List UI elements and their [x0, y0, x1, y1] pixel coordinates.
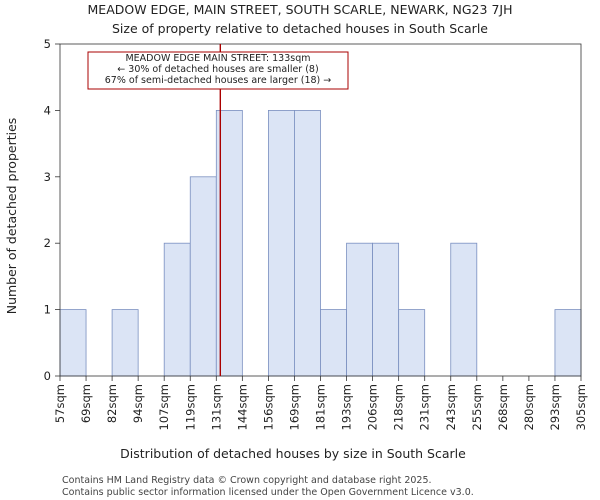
y-tick-label: 1	[44, 303, 51, 317]
bar-107sqm	[163, 242, 191, 377]
x-tick-label: 156sqm	[261, 384, 275, 430]
x-axis-label: Distribution of detached houses by size …	[120, 446, 466, 461]
x-tick-label: 280sqm	[522, 384, 536, 430]
y-tick-label: 2	[44, 236, 51, 250]
x-tick-label: 107sqm	[157, 384, 171, 430]
bar-193sqm	[346, 242, 373, 377]
x-tick-label: 144sqm	[235, 384, 249, 430]
x-tick-label: 131sqm	[209, 384, 223, 430]
x-tick-label: 218sqm	[392, 384, 406, 430]
x-tick-label: 82sqm	[105, 384, 119, 423]
x-tick-label: 57sqm	[53, 384, 67, 423]
plot-frame	[59, 43, 582, 377]
y-tick-label: 0	[44, 369, 51, 383]
bar-218sqm	[398, 309, 426, 377]
chart-title-line2: Size of property relative to detached ho…	[112, 21, 488, 36]
annotation-frame	[87, 51, 349, 90]
bar-243sqm	[450, 242, 478, 377]
x-tick-label: 206sqm	[366, 384, 380, 430]
x-tick-label: 119sqm	[183, 384, 197, 430]
bar-293sqm	[554, 309, 582, 377]
bar-181sqm	[320, 309, 347, 377]
footer-line2: Contains public sector information licen…	[62, 487, 474, 498]
annotation-box: MEADOW EDGE MAIN STREET: 133sqm ← 30% of…	[87, 51, 349, 90]
x-tick-label: 94sqm	[131, 384, 145, 423]
y-tick-label: 4	[44, 103, 51, 117]
x-tick-label: 69sqm	[79, 384, 93, 423]
y-tick-label: 3	[44, 170, 51, 184]
annotation-line3: 67% of semi-detached houses are larger (…	[105, 75, 332, 86]
bar-57sqm	[59, 309, 87, 377]
x-tick-label: 181sqm	[314, 384, 328, 430]
annotation-line1: MEADOW EDGE MAIN STREET: 133sqm	[125, 53, 310, 64]
x-tick-label: 231sqm	[418, 384, 432, 430]
bar-169sqm	[294, 110, 321, 377]
x-tick-label: 243sqm	[444, 384, 458, 430]
x-tick-label: 193sqm	[340, 384, 354, 430]
x-tick-label: 255sqm	[470, 384, 484, 430]
y-axis-label: Number of detached properties	[4, 118, 19, 315]
chart-title-line1: MEADOW EDGE, MAIN STREET, SOUTH SCARLE, …	[88, 2, 513, 17]
footer-line1: Contains HM Land Registry data © Crown c…	[62, 475, 432, 486]
x-tick-label: 293sqm	[548, 384, 562, 430]
x-tick-label: 169sqm	[287, 384, 301, 430]
x-ticks: 57sqm 69sqm 82sqm 94sqm 107sqm 119sqm 131sqm 14…	[53, 376, 588, 430]
bar-82sqm	[111, 309, 139, 377]
x-tick-label: 268sqm	[496, 384, 510, 430]
x-tick-label: 305sqm	[574, 384, 588, 430]
y-tick-label: 5	[44, 37, 51, 51]
annotation-line2: ← 30% of detached houses are smaller (8)	[117, 64, 318, 75]
bar-206sqm	[372, 242, 400, 377]
y-ticks: 0 1 2 3 4 5	[44, 37, 60, 383]
bars	[59, 110, 582, 377]
bar-156sqm	[267, 110, 295, 377]
bar-119sqm	[189, 176, 217, 377]
